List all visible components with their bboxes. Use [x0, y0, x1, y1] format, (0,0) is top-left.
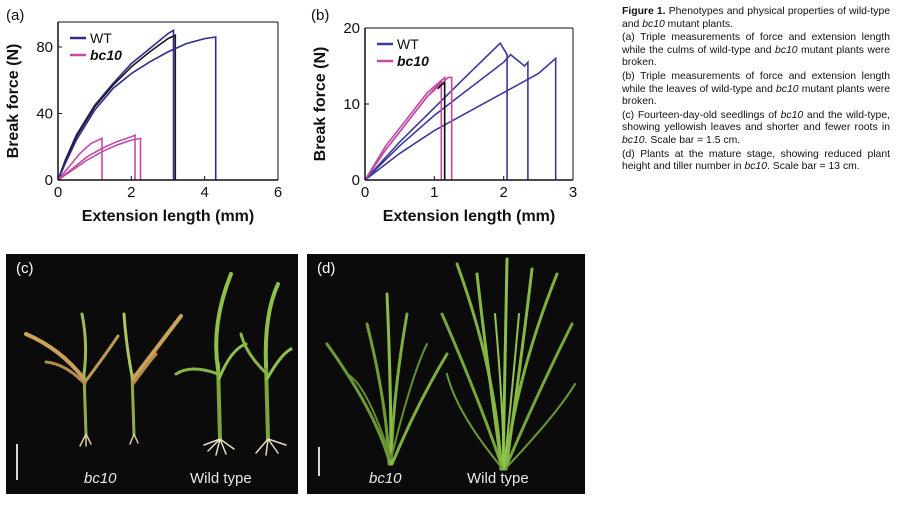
caption-c: (c) Fourteen-day-old seedlings of bc10 a… — [622, 109, 891, 146]
x-tick-label: 1 — [430, 184, 438, 201]
x-axis-label: Extension length (mm) — [82, 208, 254, 225]
x-tick-label: 2 — [127, 184, 135, 201]
panel-label: (b) — [311, 7, 329, 24]
series-line-bc10-3 — [364, 79, 443, 181]
series-line-wt-1 — [57, 34, 177, 181]
x-tick-label: 3 — [569, 184, 577, 201]
series-line-bc10-5 — [364, 76, 453, 181]
legend-entry-1: bc10 — [90, 47, 122, 63]
caption-a: (a) Triple measurements of force and ext… — [622, 32, 890, 69]
y-tick-label: 0 — [45, 172, 53, 189]
chart-b: (b) 0 1 2 3 0 10 20 Extension length (mm) Break f… — [311, 7, 577, 225]
x-axis-label: Extension length (mm) — [383, 208, 555, 225]
y-tick-label: 80 — [36, 39, 53, 56]
series-line-bc10-6 — [437, 81, 446, 180]
x-tick-label: 0 — [54, 184, 62, 201]
panel-c-label: (c) — [16, 260, 34, 277]
legend-entry-1: bc10 — [397, 53, 429, 69]
panel-c-mutant-label: bc10 — [84, 470, 117, 487]
series-line-bc10-4 — [57, 133, 136, 181]
caption-title: Figure 1. Phenotypes and physical proper… — [622, 6, 891, 30]
y-axis-label: Break force (N) — [312, 47, 329, 162]
legend-entry-0: WT — [90, 30, 112, 46]
x-tick-label: 2 — [499, 184, 507, 201]
series-line-bc10-5 — [57, 137, 142, 181]
panel-a: (a) 0 2 4 6 0 40 80 Extension length (mm) Break f… — [0, 0, 300, 240]
panel-d-wildtype-label: Wild type — [467, 470, 529, 487]
series-line-bc10-4 — [364, 75, 446, 181]
series-line-wt-2 — [57, 36, 217, 181]
caption-b: (b) Triple measurements of force and ext… — [622, 70, 890, 108]
panel-d-label: (d) — [317, 260, 336, 277]
y-axis-label: Break force (N) — [5, 44, 22, 159]
caption-d: (d) Plants at the mature stage, showing … — [622, 148, 890, 173]
series-line-wt-1 — [364, 53, 529, 181]
panel-c-photo: (c) bc10 Wild type — [6, 254, 298, 494]
x-tick-label: 6 — [274, 184, 282, 201]
panel-c-wildtype-label: Wild type — [190, 470, 252, 487]
y-tick-label: 0 — [352, 172, 360, 189]
x-tick-label: 0 — [361, 184, 369, 201]
series-line-wt-2 — [364, 56, 557, 181]
series-line-bc10-3 — [57, 137, 103, 181]
panel-d-photo: (d) bc10 Wild type — [307, 254, 585, 494]
chart-a: (a) 0 2 4 6 0 40 80 Extension length (mm) Break f… — [5, 7, 282, 225]
seedlings-illustration — [16, 272, 293, 480]
panel-label: (a) — [6, 7, 24, 24]
legend-entry-0: WT — [397, 36, 419, 52]
y-tick-label: 10 — [343, 96, 360, 113]
panel-b: (b) 0 1 2 3 0 10 20 Extension length (mm) Break f… — [305, 0, 615, 240]
panel-d-mutant-label: bc10 — [369, 470, 402, 487]
figure-caption: Figure 1. Phenotypes and physical proper… — [622, 6, 890, 175]
mature-plants-illustration — [318, 257, 576, 476]
y-tick-label: 20 — [343, 20, 360, 37]
series-line-wt-0 — [364, 41, 508, 181]
x-tick-label: 4 — [200, 184, 208, 201]
y-tick-label: 40 — [36, 105, 53, 122]
